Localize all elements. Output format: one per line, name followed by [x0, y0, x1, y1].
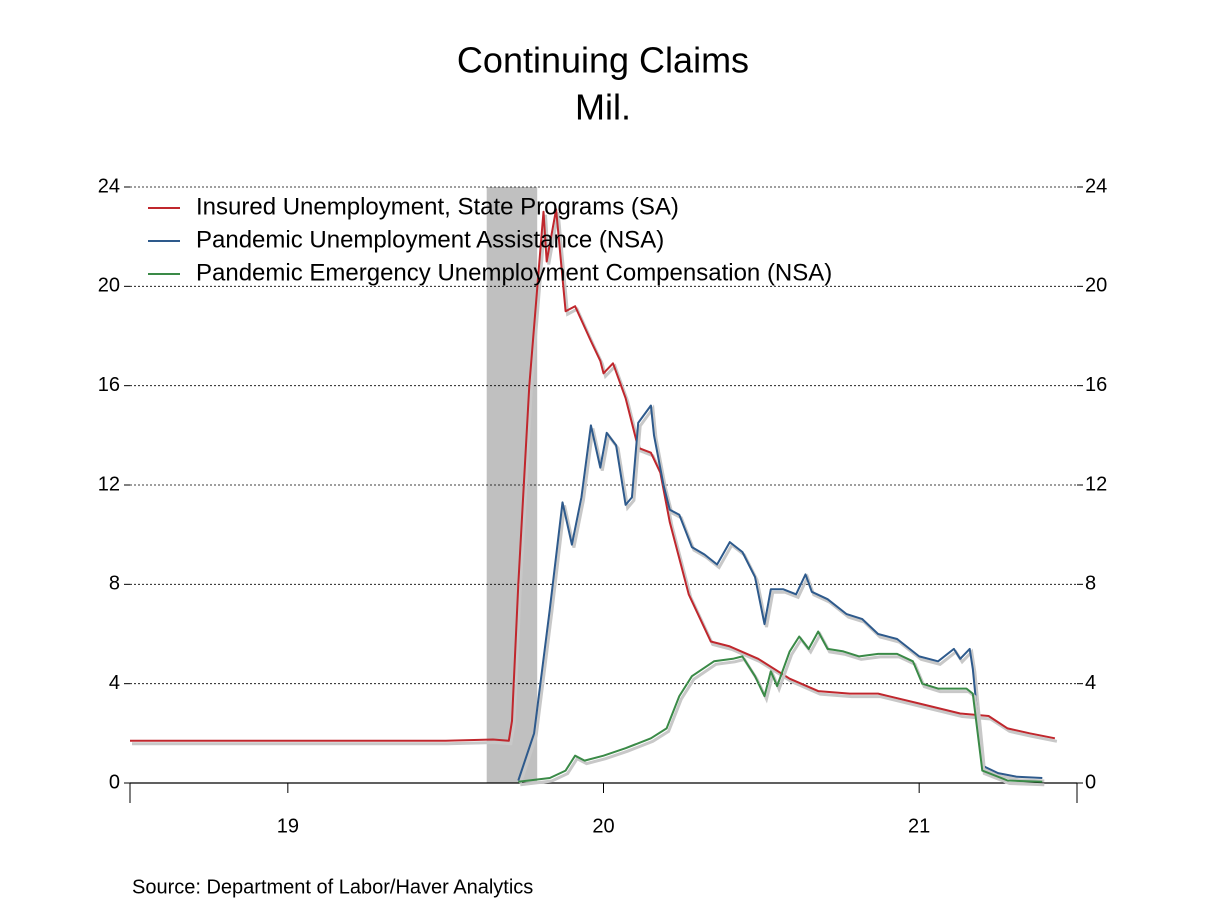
source-note: Source: Department of Labor/Haver Analyt… [132, 876, 533, 898]
series-line [517, 404, 1043, 781]
y2-tick-label: 20 [1085, 275, 1107, 297]
y-tick-label: 8 [109, 573, 120, 595]
y2-tick-label: 24 [1085, 175, 1107, 197]
y2-tick-label: 0 [1085, 771, 1096, 793]
x-tick-label: 20 [592, 815, 614, 837]
y-tick-label: 4 [109, 672, 120, 694]
y-tick-label: 20 [98, 275, 120, 297]
y-tick-label: 24 [98, 175, 120, 197]
x-tick-label: 19 [277, 815, 299, 837]
legend-label: Pandemic Emergency Unemployment Compensa… [196, 259, 832, 286]
series-line [130, 208, 1056, 742]
x-tick-label: 21 [908, 815, 930, 837]
series-shadow [132, 212, 1058, 746]
y2-tick-label: 16 [1085, 374, 1107, 396]
series-shadow [520, 631, 1045, 787]
y2-tick-label: 12 [1085, 473, 1107, 495]
y-tick-label: 16 [98, 374, 120, 396]
legend-label: Pandemic Unemployment Assistance (NSA) [196, 226, 664, 253]
y-tick-label: 12 [98, 473, 120, 495]
legend-label: Insured Unemployment, State Programs (SA… [196, 193, 679, 220]
y-tick-label: 0 [109, 771, 120, 793]
y2-tick-label: 4 [1085, 672, 1096, 694]
chart-subtitle: Mil. [575, 87, 631, 128]
series-line [518, 630, 1043, 783]
y2-tick-label: 8 [1085, 573, 1096, 595]
chart-title: Continuing Claims [457, 40, 749, 81]
